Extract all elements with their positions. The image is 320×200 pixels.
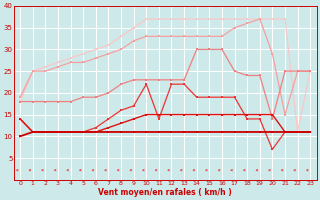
X-axis label: Vent moyen/en rafales ( km/h ): Vent moyen/en rafales ( km/h ): [98, 188, 232, 197]
